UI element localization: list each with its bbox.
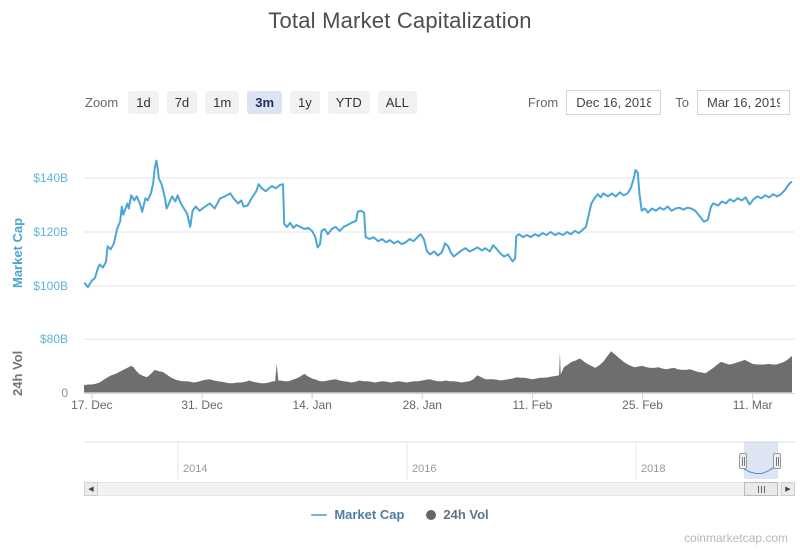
x-axis-tick-label: 11. Mar <box>732 398 773 412</box>
navigator-handle-left[interactable] <box>739 453 747 469</box>
x-axis-tick-label: 11. Feb <box>512 398 553 412</box>
controls-row: Zoom 1d 7d 1m 3m 1y YTD ALL From To <box>85 90 790 115</box>
navigator-year-label: 2018 <box>641 463 666 475</box>
to-label: To <box>675 95 689 110</box>
from-label: From <box>527 95 559 110</box>
date-range-group: From To <box>528 90 790 115</box>
x-axis-tick-label: 31. Dec <box>181 398 223 412</box>
y-axis-tick-label: $80B <box>39 332 68 347</box>
x-axis-tick-label: 17. Dec <box>71 398 113 412</box>
legend-item-24h-vol[interactable]: 24h Vol <box>426 507 489 522</box>
legend-line-swatch <box>311 513 328 516</box>
scrollbar-thumb[interactable] <box>744 482 778 496</box>
page-title: Total Market Capitalization <box>268 8 532 33</box>
zoom-button-1y[interactable]: 1y <box>290 91 320 114</box>
legend-item-label: 24h Vol <box>443 507 489 522</box>
zoom-button-3m[interactable]: 3m <box>247 91 283 114</box>
x-axis-tick-label: 14. Jan <box>292 398 332 412</box>
from-date-input[interactable] <box>566 90 662 115</box>
navigator-year-label: 2014 <box>183 463 208 475</box>
legend-item-label: Market Cap <box>334 507 405 522</box>
market-cap-line-series <box>83 159 793 289</box>
x-axis-tick-label: 25. Feb <box>622 398 663 412</box>
volume-area-series <box>84 351 792 393</box>
scrollbar-left-arrow-button[interactable]: ◀ <box>84 482 98 496</box>
zoom-label: Zoom <box>85 95 119 110</box>
zoom-button-1d[interactable]: 1d <box>128 91 159 114</box>
zoom-button-ytd[interactable]: YTD <box>327 91 370 114</box>
to-date-input[interactable] <box>697 90 790 115</box>
navigator-handle-right[interactable] <box>773 453 781 469</box>
y-axis-tick-label: 0 <box>61 385 68 400</box>
scrollbar-right-arrow-button[interactable]: ▶ <box>781 482 795 496</box>
scrollbar-track[interactable] <box>84 482 795 496</box>
zoom-button-group: 1d 7d 1m 3m 1y YTD ALL <box>128 91 417 114</box>
y-axis-tick-label: $120B <box>33 225 68 239</box>
y-axis-tick-label: $140B <box>33 171 68 185</box>
legend-dot-swatch <box>426 509 437 520</box>
zoom-button-1m[interactable]: 1m <box>205 91 240 114</box>
zoom-button-all[interactable]: ALL <box>377 91 417 114</box>
chart-legend: Market Cap 24h Vol <box>0 507 800 522</box>
watermark: coinmarketcap.com <box>683 531 788 545</box>
zoom-button-7d[interactable]: 7d <box>166 91 198 114</box>
x-axis-tick-label: 28. Jan <box>402 398 442 412</box>
legend-item-market-cap[interactable]: Market Cap <box>311 507 404 522</box>
y-axis-tick-label: $100B <box>33 279 68 293</box>
navigator-year-label: 2016 <box>412 463 437 475</box>
